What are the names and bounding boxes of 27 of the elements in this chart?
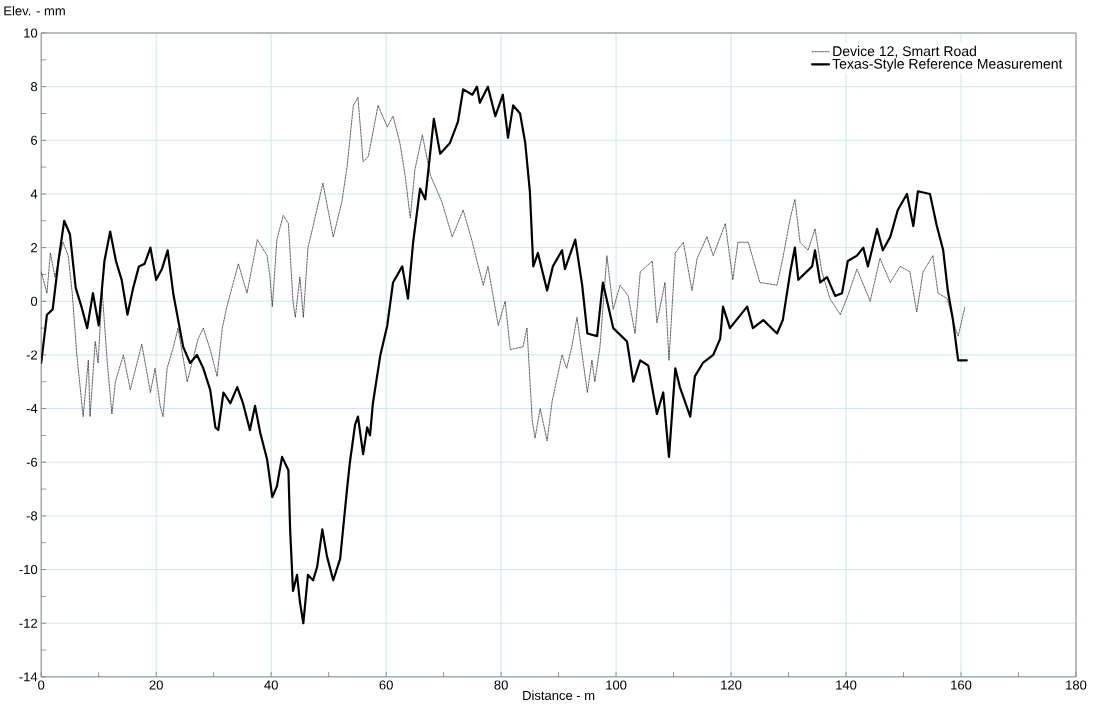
x-tick-label: 120 <box>721 680 742 690</box>
x-tick-label: 160 <box>951 680 972 690</box>
y-tick-label: 2 <box>31 243 37 253</box>
y-tick-label: -14 <box>19 672 38 682</box>
legend-label: Device 12, Smart Road <box>833 45 976 58</box>
legend-label: Texas-Style Reference Measurement <box>832 58 1063 72</box>
y-tick-label: -12 <box>19 618 37 628</box>
y-tick-label: 6 <box>31 135 38 145</box>
x-tick-label: 60 <box>379 680 393 690</box>
y-tick-label: -8 <box>26 511 38 521</box>
x-tick-label: 40 <box>264 680 278 690</box>
y-axis-title: Elev. - mm <box>4 5 65 16</box>
x-tick-label: 0 <box>38 680 45 690</box>
y-tick-label: 8 <box>31 82 38 92</box>
y-tick-label: -2 <box>26 350 37 360</box>
y-tick-label: -10 <box>19 565 38 575</box>
x-axis-title: Distance - m <box>523 690 595 701</box>
y-tick-label: -4 <box>26 404 38 414</box>
y-tick-label: 4 <box>30 189 38 199</box>
x-tick-label: 180 <box>1066 680 1087 690</box>
y-tick-label: 10 <box>24 28 38 38</box>
x-tick-label: 80 <box>494 680 508 690</box>
y-tick-label: 0 <box>30 296 38 306</box>
x-tick-label: 140 <box>836 680 857 690</box>
y-tick-label: -6 <box>26 457 38 467</box>
x-tick-label: 20 <box>149 680 163 690</box>
x-tick-label: 100 <box>606 680 627 690</box>
